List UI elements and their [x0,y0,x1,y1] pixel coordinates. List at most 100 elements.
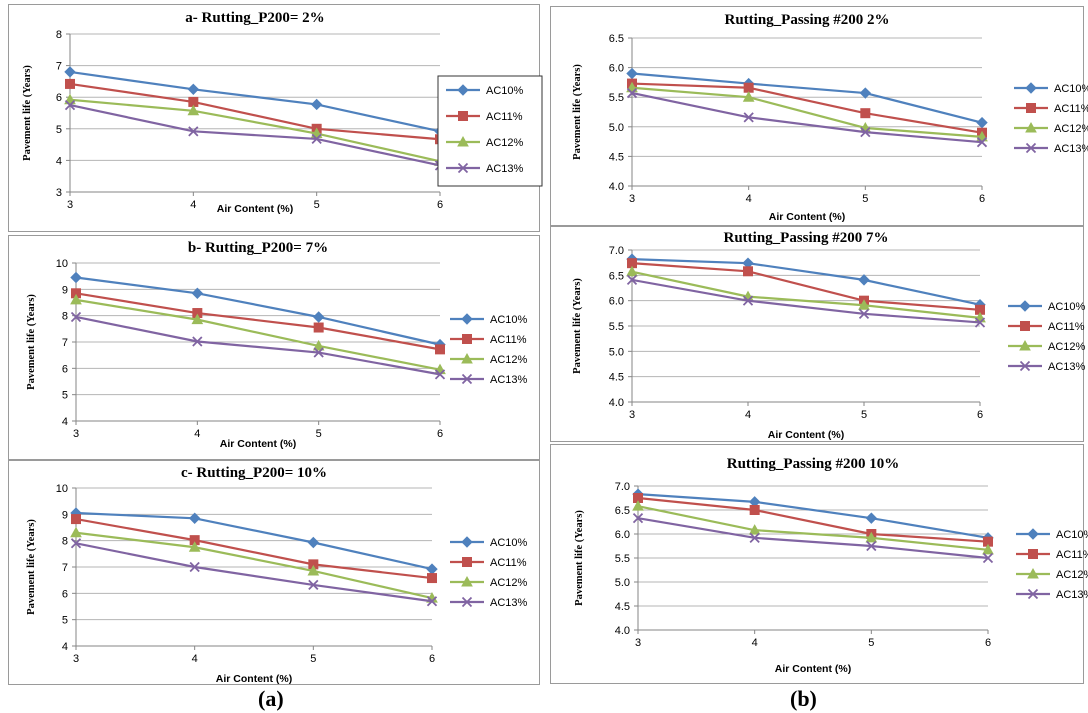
x-tick-label: 5 [310,653,316,665]
legend-swatch-marker [461,373,473,385]
chart-panel-b2: Rutting_Passing #200 7% 4.0 4.5 5.0 5.5 6.0 6.… [550,226,1086,442]
legend-label: AC13% [1054,143,1088,155]
y-tick-label: 10 [56,483,68,495]
data-point [191,313,204,325]
chart-a1-svg: a- Rutting_P200= 2% 3 4 5 6 7 8 3 4 5 6 Air Content… [8,4,543,232]
data-point [743,82,754,93]
y-axis-label: Pavement life (Years) [572,64,583,160]
series-line [69,98,441,163]
data-point [308,579,319,591]
y-tick-label: 9 [62,509,68,521]
series-line [637,517,989,560]
data-point [974,317,986,328]
series-AC13% [626,274,986,328]
y-tick-label: 6.0 [609,296,624,308]
y-tick-label: 9 [62,284,68,296]
data-point [982,543,994,555]
series-AC11% [71,288,445,355]
data-point [632,500,644,511]
series-line [75,315,441,376]
x-tick-label: 4 [752,637,758,649]
data-point [626,87,638,99]
legend-label: AC12% [490,577,528,589]
series-AC10% [70,271,446,351]
series-AC13% [626,87,988,148]
legend-label: AC11% [1048,321,1085,333]
chart-frame [550,226,1084,442]
y-tick-label: 4.5 [609,372,624,384]
data-point [749,532,760,543]
data-point [65,78,75,89]
series-line [631,72,983,124]
data-point [749,505,760,515]
data-point [858,274,870,286]
y-tick-label: 7 [62,337,68,349]
y-tick-label: 5 [56,124,62,136]
data-point [626,67,638,80]
data-point [188,126,199,137]
legend-swatch-marker [1019,360,1031,372]
x-tick-label: 6 [977,409,983,421]
x-tick-label: 5 [868,637,874,649]
legend-label: AC13% [486,163,524,175]
legend-label: AC11% [490,334,527,346]
caption-a: (a) [258,686,284,711]
legend: AC10% AC11% AC12% AC13% [1008,300,1086,373]
series-line [631,86,983,138]
y-tick-label: 6 [56,92,62,104]
x-tick-label: 5 [861,409,867,421]
y-tick-label: 4.0 [609,397,624,409]
data-point [307,536,320,549]
data-point [632,513,644,524]
legend-swatch-marker [461,596,473,608]
y-tick-label: 8 [56,29,62,41]
legend-swatch-marker [457,162,469,174]
x-tick-label: 3 [635,637,641,649]
chart-title: Rutting_Passing #200 2% [724,12,889,28]
data-point [70,538,82,549]
y-tick-label: 5 [62,615,68,627]
series-line [637,505,989,551]
data-point [858,308,870,319]
x-tick-label: 3 [67,199,73,211]
x-tick-label: 3 [629,409,635,421]
y-tick-label: 6.5 [615,505,630,517]
chart-title: b- Rutting_P200= 7% [188,240,328,256]
x-tick-label: 4 [190,199,196,211]
x-tick-label: 6 [437,199,443,211]
chart-title: Rutting_Passing #200 7% [723,230,888,246]
legend-swatch-marker [1025,142,1037,154]
x-tick-label: 6 [985,637,991,649]
legend-swatch-marker [462,334,472,344]
chart-title: Rutting_Passing #200 10% [727,456,900,472]
legend-label: AC12% [486,137,524,149]
x-axis-label: Air Content (%) [216,673,292,685]
series-AC12% [632,500,994,555]
legend: AC10% AC11% AC12% AC13% [450,536,528,609]
data-point [976,116,988,129]
legend-swatch-marker [1027,528,1039,540]
data-point [742,295,754,306]
legend-label: AC13% [490,374,528,386]
y-tick-label: 7.0 [615,481,630,493]
legend-label: AC12% [1054,123,1088,135]
y-tick-label: 8 [62,536,68,548]
data-point [865,531,878,543]
data-point [188,541,201,552]
legend: AC10% AC11% AC12% AC13% [450,313,528,386]
data-point [742,91,755,102]
legend-swatch-marker [1019,300,1031,312]
chart-title: a- Rutting_P200= 2% [185,10,324,26]
legend-swatch-marker [458,111,468,121]
y-axis-label: Pavement life (Years) [22,65,33,161]
x-tick-label: 4 [745,409,751,421]
legend-swatch-marker [461,313,473,325]
x-tick-label: 6 [429,653,435,665]
legend-label: AC10% [1056,529,1088,541]
legend-swatch-marker [1026,103,1036,113]
y-tick-label: 4.5 [615,601,630,613]
y-tick-label: 6 [62,363,68,375]
data-point [310,98,323,111]
y-tick-label: 6.5 [609,270,624,282]
